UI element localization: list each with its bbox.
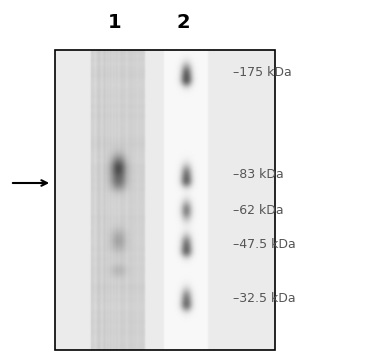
Text: –47.5 kDa: –47.5 kDa bbox=[233, 238, 296, 251]
Text: 1: 1 bbox=[108, 13, 122, 31]
Text: –175 kDa: –175 kDa bbox=[233, 66, 292, 78]
Text: 2: 2 bbox=[176, 13, 190, 31]
Text: –62 kDa: –62 kDa bbox=[233, 203, 284, 216]
Text: –83 kDa: –83 kDa bbox=[233, 168, 284, 181]
Bar bbox=[55, 50, 275, 350]
Text: –32.5 kDa: –32.5 kDa bbox=[233, 292, 296, 305]
